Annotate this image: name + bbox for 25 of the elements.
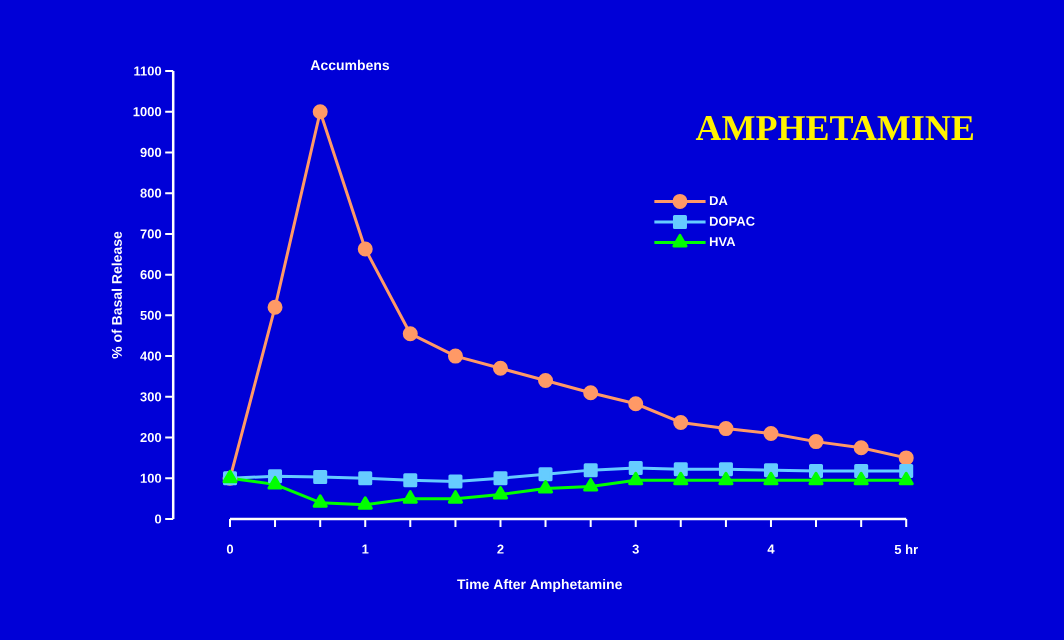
legend-label: DA <box>709 196 728 206</box>
text: AMPHETAMINE <box>695 116 974 140</box>
legend-label: DOPAC <box>709 216 755 226</box>
x-tick-label: 1 <box>362 544 369 554</box>
y-axis-title: % of Basal Release <box>111 231 122 359</box>
x-tick-label: 3 <box>632 544 639 554</box>
y-tick-label: 100 <box>140 473 162 483</box>
y-tick-label: 600 <box>140 270 162 280</box>
chart-subtitle: Accumbens <box>310 59 390 71</box>
y-tick-label: 500 <box>140 310 162 320</box>
y-tick-label: 400 <box>140 351 162 361</box>
y-tick-label: 200 <box>140 432 162 443</box>
x-tick-label: 2 <box>497 544 504 554</box>
y-tick-label: 800 <box>140 188 162 198</box>
y-tick-label: 700 <box>140 229 162 239</box>
y-tick-label: 300 <box>140 392 162 402</box>
x-tick-label: 4 <box>767 544 775 554</box>
x-tick-label: 0 <box>226 544 234 554</box>
y-tick-label: 0 <box>154 514 162 524</box>
x-tick-label: 5 hr <box>894 544 918 555</box>
legend-label: HVA <box>709 237 736 247</box>
y-tick-label: 900 <box>140 147 162 158</box>
x-axis-title: Time After Amphetamine <box>457 578 622 592</box>
y-tick-label: 1000 <box>133 107 162 117</box>
y-tick-label: 1100 <box>134 66 162 76</box>
